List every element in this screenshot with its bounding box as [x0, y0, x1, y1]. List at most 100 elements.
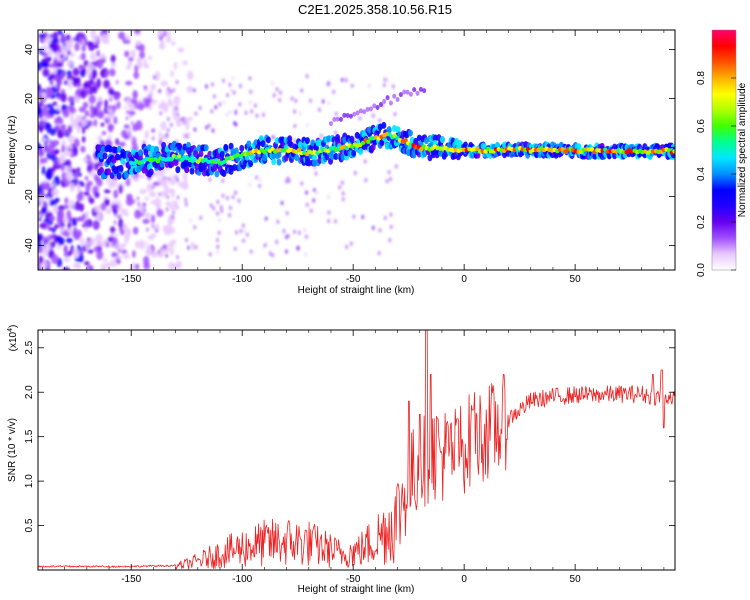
spectrogram-noise-cell: [52, 204, 59, 214]
spectrogram-noise-cell: [94, 191, 100, 199]
colorbar-gradient: [712, 30, 736, 270]
spectrogram-noise-cell: [64, 159, 72, 166]
spectrogram-noise-cell: [113, 116, 118, 125]
spectrogram-noise-cell: [41, 262, 48, 270]
spectrogram-noise-cell: [48, 215, 56, 221]
spectrogram-cell: [395, 126, 401, 134]
spectrogram-noise-cell: [57, 79, 63, 86]
spectrogram-noise-cell: [134, 240, 139, 249]
spectrogram-noise-cell: [136, 196, 140, 201]
spectrogram-noise-cell: [110, 203, 114, 209]
spectrogram-noise-cell: [383, 77, 387, 83]
spectrogram-noise-cell: [194, 245, 198, 250]
spectrogram-noise-cell: [193, 225, 197, 230]
spectrogram-noise-cell: [48, 73, 55, 80]
spectrogram-noise-cell: [62, 267, 71, 270]
spectrogram-noise-cell: [38, 213, 42, 218]
spectrogram-noise-cell: [315, 190, 319, 196]
spectrogram-xlabel: Height of straight line (km): [298, 285, 415, 296]
spectrogram-noise-cell: [43, 202, 48, 208]
spectrogram-noise-cell: [173, 61, 178, 70]
spectrogram-noise-cell: [110, 243, 114, 248]
spectrogram-noise-cell: [365, 106, 370, 112]
spectrogram-noise-cell: [175, 79, 179, 85]
spectrogram-noise-cell: [66, 210, 72, 220]
spectrogram-noise-cell: [130, 49, 136, 59]
spectrogram-noise-cell: [385, 78, 389, 83]
spectrogram-noise-cell: [65, 172, 73, 181]
spectrogram-noise-cell: [57, 30, 63, 36]
spectrogram-noise-cell: [174, 117, 182, 122]
spectrogram-noise-cell: [138, 239, 146, 250]
spectrogram-noise-cell: [222, 100, 226, 105]
spectrogram-noise-cell: [75, 114, 83, 124]
spectrogram-noise-cell: [305, 123, 309, 128]
spectrogram-noise-cell: [305, 73, 309, 79]
spectrogram-noise-cell: [63, 216, 69, 224]
spectrogram-noise-cell: [61, 104, 67, 111]
spectrogram-noise-cell: [43, 243, 51, 252]
spectrogram-noise-cell: [361, 214, 365, 220]
spectrogram-noise-cell: [228, 82, 232, 87]
spectrogram-noise-cell: [38, 246, 44, 254]
spectrogram-peak-cell: [270, 146, 275, 152]
spectrogram-noise-cell: [134, 30, 141, 34]
spectrogram-noise-cell: [358, 116, 362, 121]
spectrogram-noise-cell: [79, 237, 85, 246]
spectrogram-noise-cell: [340, 77, 344, 83]
spectrogram-noise-cell: [287, 178, 291, 184]
spectrogram-noise-cell: [42, 68, 50, 77]
spectrogram-noise-cell: [344, 77, 348, 83]
spectrogram-noise-cell: [84, 176, 89, 181]
spectrogram-noise-cell: [55, 92, 61, 98]
spectrogram-noise-cell: [150, 233, 157, 238]
spectrogram-noise-cell: [345, 244, 349, 250]
spectrogram-noise-cell: [168, 176, 177, 186]
spectrogram-cell: [340, 153, 346, 161]
spectrogram-cell: [287, 135, 293, 143]
spectrogram-noise-cell: [175, 254, 179, 260]
spectrogram-noise-cell: [389, 212, 393, 217]
spectrogram-xtick-label: -50: [346, 274, 361, 285]
spectrogram-noise-cell: [188, 116, 193, 122]
spectrogram-noise-cell: [136, 57, 143, 64]
spectrogram-noise-cell: [122, 253, 131, 260]
spectrogram-cell: [207, 150, 213, 158]
spectrogram-noise-cell: [132, 123, 139, 132]
spectrogram-noise-cell: [159, 178, 165, 186]
colorbar-tick-label: 0.6: [696, 119, 707, 133]
spectrogram-noise-cell: [292, 229, 296, 234]
spectrogram-noise-cell: [167, 176, 171, 182]
spectrogram-noise-cell: [103, 79, 110, 89]
spectrogram-noise-cell: [233, 246, 237, 252]
spectrogram-noise-cell: [166, 242, 175, 248]
spectrogram-noise-cell: [143, 64, 150, 69]
spectrogram-noise-cell: [167, 86, 171, 91]
spectrogram-noise-cell: [275, 239, 279, 245]
spectrogram-noise-cell: [174, 106, 178, 111]
spectrogram-noise-cell: [152, 181, 160, 187]
colorbar-tick-label: 0.2: [696, 215, 707, 229]
spectrogram-noise-cell: [214, 105, 218, 110]
spectrogram-noise-cell: [82, 68, 87, 75]
spectrogram-noise-cell: [377, 250, 381, 256]
spectrogram-noise-cell: [341, 191, 345, 196]
spectrogram-noise-cell: [422, 88, 427, 94]
spectrogram-cell: [214, 170, 220, 178]
spectrogram-noise-cell: [38, 200, 41, 207]
spectrogram-noise-cell: [126, 65, 131, 70]
spectrogram-noise-cell: [190, 241, 196, 250]
spectrogram-cell: [306, 159, 312, 167]
spectrogram-noise-cell: [238, 83, 242, 89]
spectrogram-noise-cell: [209, 203, 213, 208]
spectrogram-cell: [173, 159, 179, 167]
snr-ylabel: SNR (10 * v/v): [7, 418, 18, 482]
spectrogram-cell: [203, 144, 209, 152]
spectrogram-noise-cell: [174, 174, 178, 180]
spectrogram-noise-cell: [215, 249, 219, 254]
spectrogram-noise-cell: [221, 193, 225, 198]
spectrogram-noise-cell: [104, 99, 109, 109]
spectrogram-noise-cell: [77, 216, 85, 222]
spectrogram-noise-cell: [278, 90, 282, 95]
spectrogram-noise-cell: [96, 50, 100, 57]
